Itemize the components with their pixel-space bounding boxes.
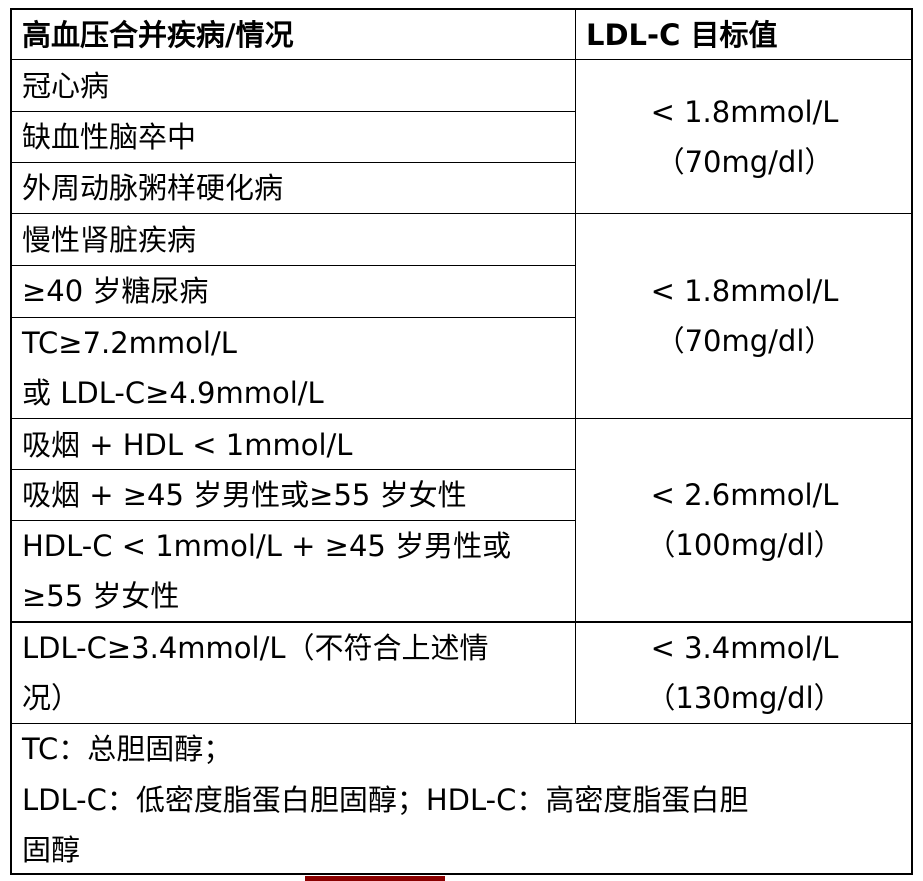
ldl-target-table [10,8,913,875]
target-value: < 1.8mmol/L [650,95,839,129]
divider [10,418,913,419]
target-value-mgdl: （70mg/dl） [655,145,834,179]
target-value-mgdl: （130mg/dl） [646,681,843,715]
target-value: < 3.4mmol/L [650,631,839,665]
condition-cell: 吸烟 + ≥45 岁男性或≥55 岁女性 [22,478,467,512]
target-value: < 2.6mmol/L [650,478,839,512]
divider [10,59,913,60]
condition-cell: 冠心病 [22,69,110,103]
footnote-line: 固醇 [22,833,81,867]
accent-bar [305,876,445,881]
divider [10,723,913,724]
column-divider [575,8,576,723]
divider [10,469,575,470]
header-condition: 高血压合并疾病/情况 [22,18,294,52]
condition-cell: TC≥7.2mmol/L [22,326,237,360]
condition-cell: 或 LDL-C≥4.9mmol/L [22,376,324,410]
condition-cell: 慢性肾脏疾病 [22,223,197,257]
divider [10,621,913,623]
condition-cell: ≥55 岁女性 [22,579,180,613]
condition-cell: HDL-C < 1mmol/L + ≥45 岁男性或 [22,529,512,563]
target-value: < 1.8mmol/L [650,274,839,308]
target-value-mgdl: （100mg/dl） [646,528,843,562]
condition-cell: LDL-C≥3.4mmol/L（不符合上述情 [22,631,489,665]
divider [10,213,913,214]
divider [10,111,575,112]
divider [10,265,575,266]
footnote-line: TC：总胆固醇； [22,732,233,766]
condition-cell: ≥40 岁糖尿病 [22,274,209,308]
divider [10,317,575,318]
condition-cell: 外周动脉粥样硬化病 [22,171,284,205]
divider [10,162,575,163]
condition-cell: 况） [22,681,81,715]
target-value-mgdl: （70mg/dl） [655,324,834,358]
condition-cell: 吸烟 + HDL < 1mmol/L [22,428,353,462]
footnote-line: LDL-C：低密度脂蛋白胆固醇；HDL-C：高密度脂蛋白胆 [22,783,749,817]
header-target: LDL-C 目标值 [586,18,778,52]
condition-cell: 缺血性脑卒中 [22,120,197,154]
divider [10,520,575,521]
